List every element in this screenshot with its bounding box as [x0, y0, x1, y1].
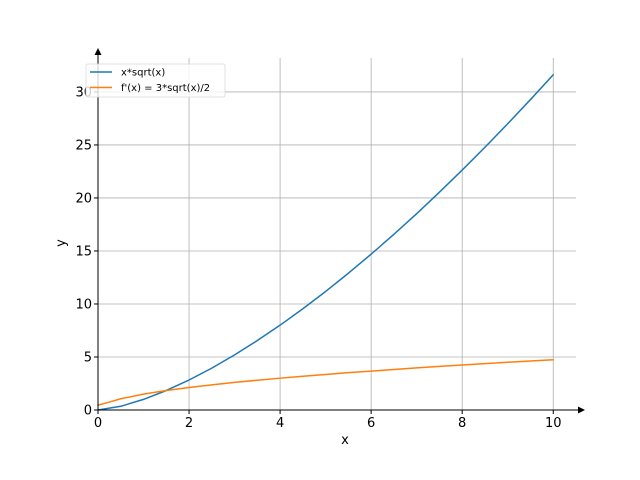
y-axis-label: y [54, 239, 69, 247]
x-tick-label: 4 [276, 416, 284, 431]
series-line-1 [97, 74, 554, 411]
y-tick-label: 5 [84, 350, 92, 365]
axes [94, 48, 585, 414]
x-tick-label: 0 [94, 416, 102, 431]
legend-label-1: x*sqrt(x) [121, 68, 165, 79]
series-line-2 [97, 358, 554, 406]
x-axis-label: x [341, 433, 349, 448]
y-tick-label: 20 [75, 191, 92, 206]
legend-label-2: f'(x) = 3*sqrt(x)/2 [121, 83, 210, 94]
y-tick-label: 0 [84, 404, 92, 419]
legend: x*sqrt(x) f'(x) = 3*sqrt(x)/2 [85, 63, 226, 98]
plot-series [97, 74, 554, 411]
x-tick-label: 10 [545, 416, 562, 431]
x-tick-label: 6 [367, 416, 375, 431]
grid [98, 58, 576, 410]
y-tick-label: 15 [75, 244, 92, 259]
x-axis-arrow [578, 406, 585, 414]
x-tick-label: 8 [458, 416, 466, 431]
legend-box [85, 63, 226, 98]
y-tick-label: 10 [75, 297, 92, 312]
x-tick-label: 2 [185, 416, 193, 431]
y-tick-label: 25 [75, 138, 92, 153]
y-axis-arrow [94, 48, 102, 55]
